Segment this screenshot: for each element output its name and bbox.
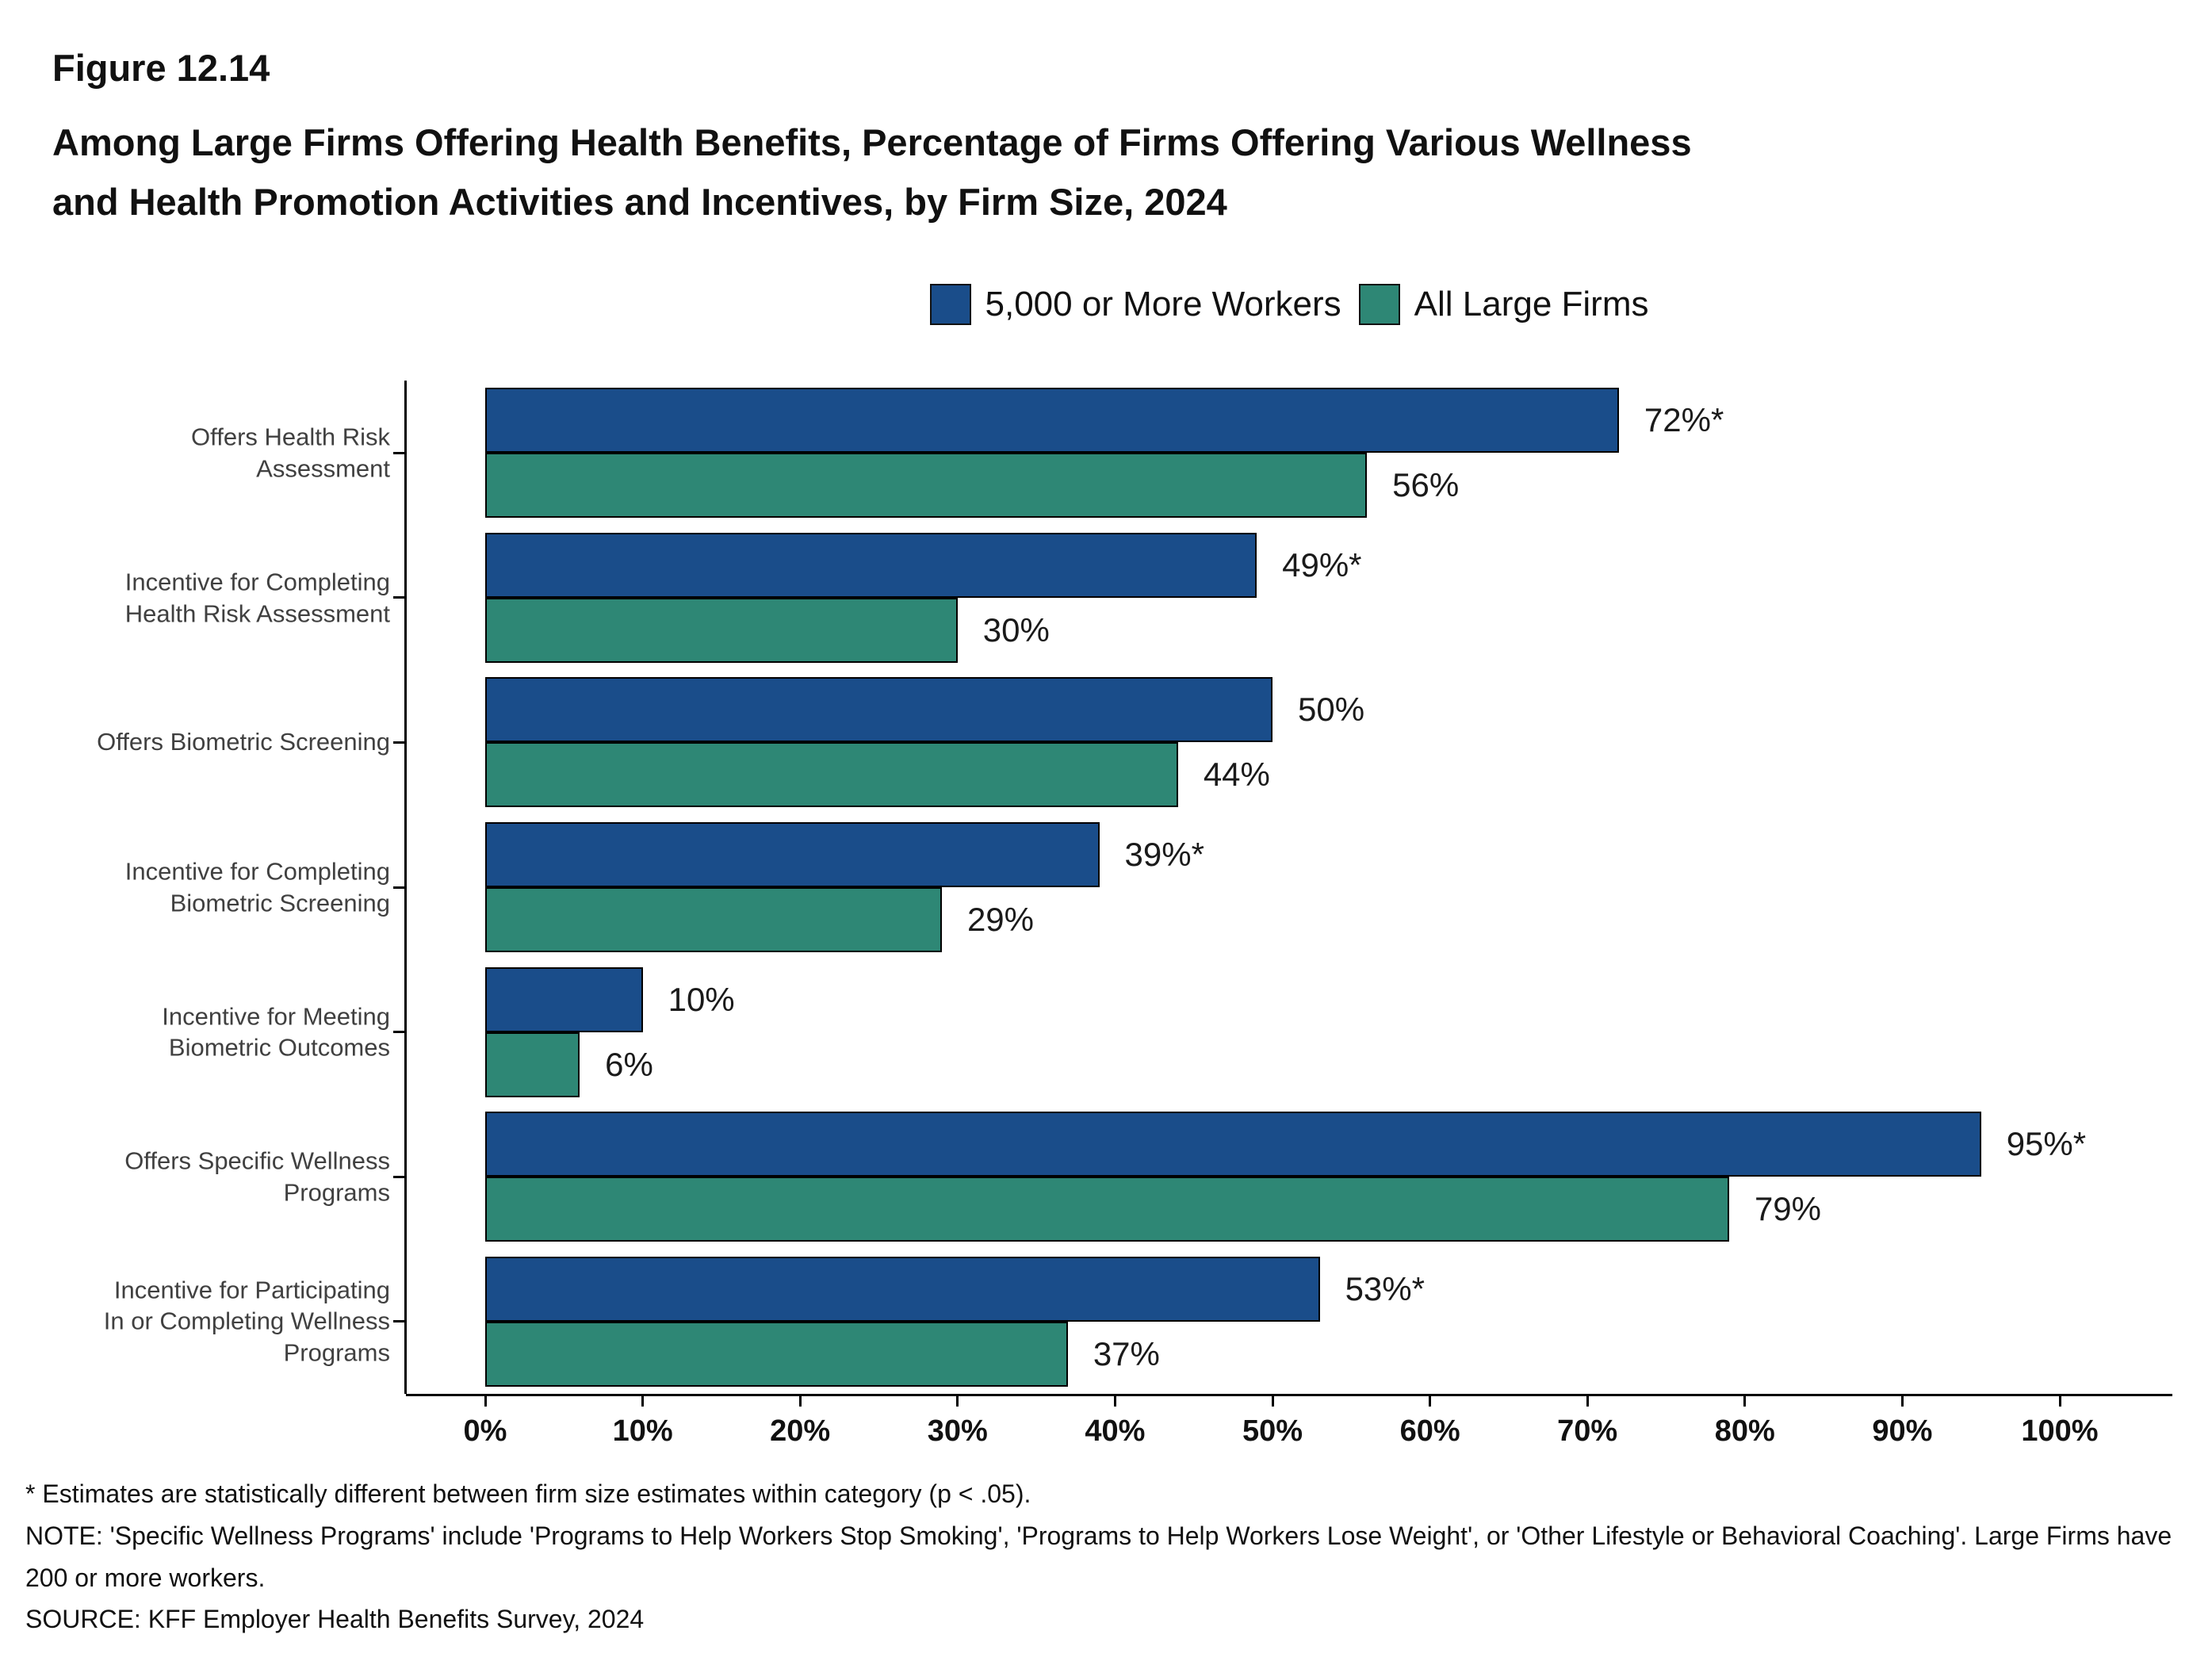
bar-value-label: 95%*: [2006, 1125, 2087, 1163]
x-tick: [484, 1394, 487, 1407]
bar-series-1: [485, 887, 942, 952]
bar-series-0: [485, 1112, 1981, 1177]
x-tick: [956, 1394, 959, 1407]
x-tick: [2058, 1394, 2061, 1407]
legend-item-0: 5,000 or More Workers: [929, 284, 1341, 325]
bar-value-label: 30%: [982, 610, 1050, 649]
bar-series-1: [485, 1177, 1729, 1242]
x-tick-label: 60%: [1399, 1414, 1460, 1448]
bar-series-0: [485, 388, 1619, 454]
bar-series-1: [485, 1032, 580, 1097]
bar-value-label: 29%: [966, 901, 1034, 938]
bar-series-1: [485, 453, 1368, 519]
x-tick-label: 30%: [927, 1414, 988, 1448]
category-label: Incentive for Participating In or Comple…: [103, 1276, 390, 1367]
x-tick: [1586, 1394, 1589, 1407]
bar-value-label: 79%: [1754, 1190, 1821, 1228]
figure-number: Figure 12.14: [52, 47, 270, 89]
bar-value-label: 53%*: [1345, 1269, 1425, 1307]
x-tick: [1113, 1394, 1116, 1407]
x-tick: [1271, 1394, 1274, 1407]
bar-value-label: 39%*: [1124, 836, 1204, 873]
x-tick-label: 70%: [1557, 1414, 1618, 1448]
category-label: Incentive for Completing Biometric Scree…: [124, 857, 390, 917]
legend-label-1: All Large Firms: [1414, 285, 1649, 323]
x-tick: [1900, 1394, 1904, 1407]
bar-series-0: [485, 1256, 1320, 1322]
legend-swatch-1: [1358, 284, 1400, 325]
bar-series-1: [485, 1321, 1068, 1387]
category-label: Incentive for Meeting Biometric Outcomes: [162, 1001, 390, 1062]
category-label: Offers Specific Wellness Programs: [124, 1146, 390, 1207]
y-tick: [393, 596, 406, 599]
x-axis-line: [406, 1394, 2172, 1396]
footnotes: * Estimates are statistically different …: [25, 1473, 2190, 1640]
x-tick: [641, 1394, 645, 1407]
x-tick: [1743, 1394, 1747, 1407]
x-tick-label: 50%: [1242, 1414, 1303, 1448]
bar-value-label: 44%: [1203, 756, 1270, 794]
chart-title: Among Large Firms Offering Health Benefi…: [52, 121, 1692, 224]
bar-series-1: [485, 742, 1178, 808]
x-tick-label: 0%: [463, 1414, 507, 1448]
bar-value-label: 49%*: [1282, 545, 1362, 584]
footnote-line-0: * Estimates are statistically different …: [25, 1479, 1031, 1508]
y-tick: [393, 886, 406, 889]
bar-value-label: 6%: [605, 1045, 653, 1083]
bar-series-0: [485, 532, 1257, 598]
category-label: Incentive for Completing Health Risk Ass…: [124, 568, 390, 627]
x-tick: [1429, 1394, 1432, 1407]
y-tick: [393, 1320, 406, 1323]
bar-series-1: [485, 597, 958, 663]
x-tick-label: 40%: [1085, 1414, 1146, 1448]
footnote-line-2: SOURCE: KFF Employer Health Benefits Sur…: [25, 1605, 645, 1634]
bar-value-label: 72%*: [1644, 401, 1724, 439]
bar-value-label: 56%: [1392, 466, 1460, 504]
footnote-line-1: NOTE: 'Specific Wellness Programs' inclu…: [25, 1521, 2172, 1592]
x-tick-label: 90%: [1872, 1414, 1933, 1448]
category-label: Offers Biometric Screening: [97, 728, 390, 756]
legend: 5,000 or More Workers All Large Firms: [406, 268, 2172, 341]
category-label: Offers Health Risk Assessment: [191, 423, 390, 483]
bar-series-0: [485, 677, 1272, 743]
x-tick: [798, 1394, 802, 1407]
y-tick: [393, 1175, 406, 1178]
y-tick: [393, 451, 406, 454]
bar-value-label: 50%: [1298, 691, 1365, 729]
y-tick: [393, 1031, 406, 1034]
x-tick-label: 20%: [770, 1414, 831, 1448]
bar-value-label: 10%: [668, 980, 735, 1018]
legend-swatch-0: [929, 284, 971, 325]
bar-series-0: [485, 966, 643, 1032]
y-tick: [393, 741, 406, 744]
x-tick-label: 80%: [1714, 1414, 1775, 1448]
bar-value-label: 37%: [1093, 1334, 1160, 1372]
legend-item-1: All Large Firms: [1358, 284, 1649, 325]
x-tick-label: 100%: [2021, 1414, 2099, 1448]
bar-series-0: [485, 822, 1100, 887]
x-tick-label: 10%: [612, 1414, 673, 1448]
legend-label-0: 5,000 or More Workers: [985, 285, 1341, 323]
